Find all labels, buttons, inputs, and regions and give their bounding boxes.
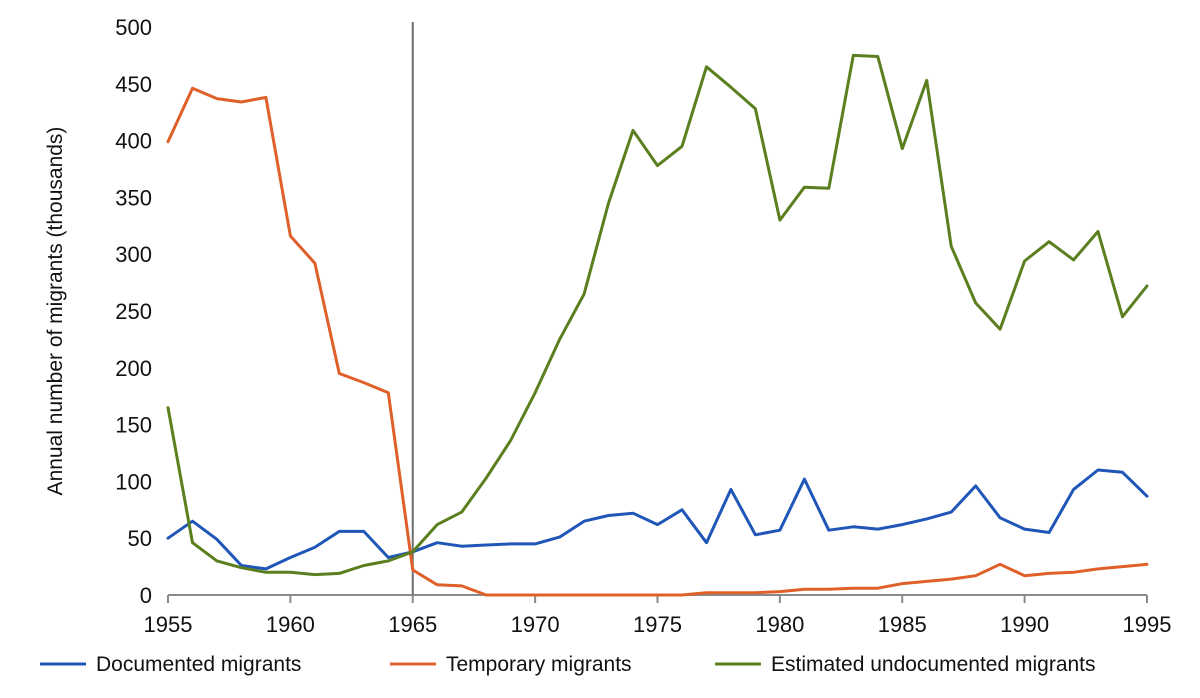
y-tick-label: 450 (115, 72, 152, 97)
x-tick-label: 1995 (1123, 612, 1172, 637)
y-tick-label: 50 (128, 526, 152, 551)
y-tick-label: 0 (140, 583, 152, 608)
series-line-2 (166, 86, 1149, 597)
legend-label: Temporary migrants (446, 653, 632, 676)
x-axis-ticks: 1955 1960 1965 1970 1975 1980 1985 1990 1995 (144, 595, 1172, 637)
x-tick-label: 1985 (878, 612, 927, 637)
y-axis-title: Annual number of migrants (thousands) (44, 127, 67, 496)
series-line-3 (166, 53, 1149, 577)
legend: Documented migrants Temporary migrants Est… (40, 653, 1096, 676)
series-lines (166, 53, 1149, 597)
x-tick-label: 1980 (755, 612, 804, 637)
x-tick-label: 1990 (1000, 612, 1049, 637)
x-tick-label: 1970 (511, 612, 560, 637)
y-tick-label: 100 (115, 469, 152, 494)
legend-label: Estimated undocumented migrants (771, 653, 1096, 676)
y-axis-ticks: 0 50 100 150 200 250 300 350 400 450 500 (115, 15, 152, 608)
y-tick-label: 400 (115, 129, 152, 154)
legend-label: Documented migrants (96, 653, 301, 676)
series-line-1 (166, 468, 1149, 571)
x-tick-label: 1975 (633, 612, 682, 637)
y-tick-label: 200 (115, 356, 152, 381)
y-tick-label: 300 (115, 242, 152, 267)
y-tick-label: 350 (115, 185, 152, 210)
x-tick-label: 1960 (266, 612, 315, 637)
y-tick-label: 150 (115, 413, 152, 438)
y-tick-label: 500 (115, 15, 152, 40)
y-tick-label: 250 (115, 299, 152, 324)
x-tick-label: 1955 (144, 612, 193, 637)
x-tick-label: 1965 (388, 612, 437, 637)
